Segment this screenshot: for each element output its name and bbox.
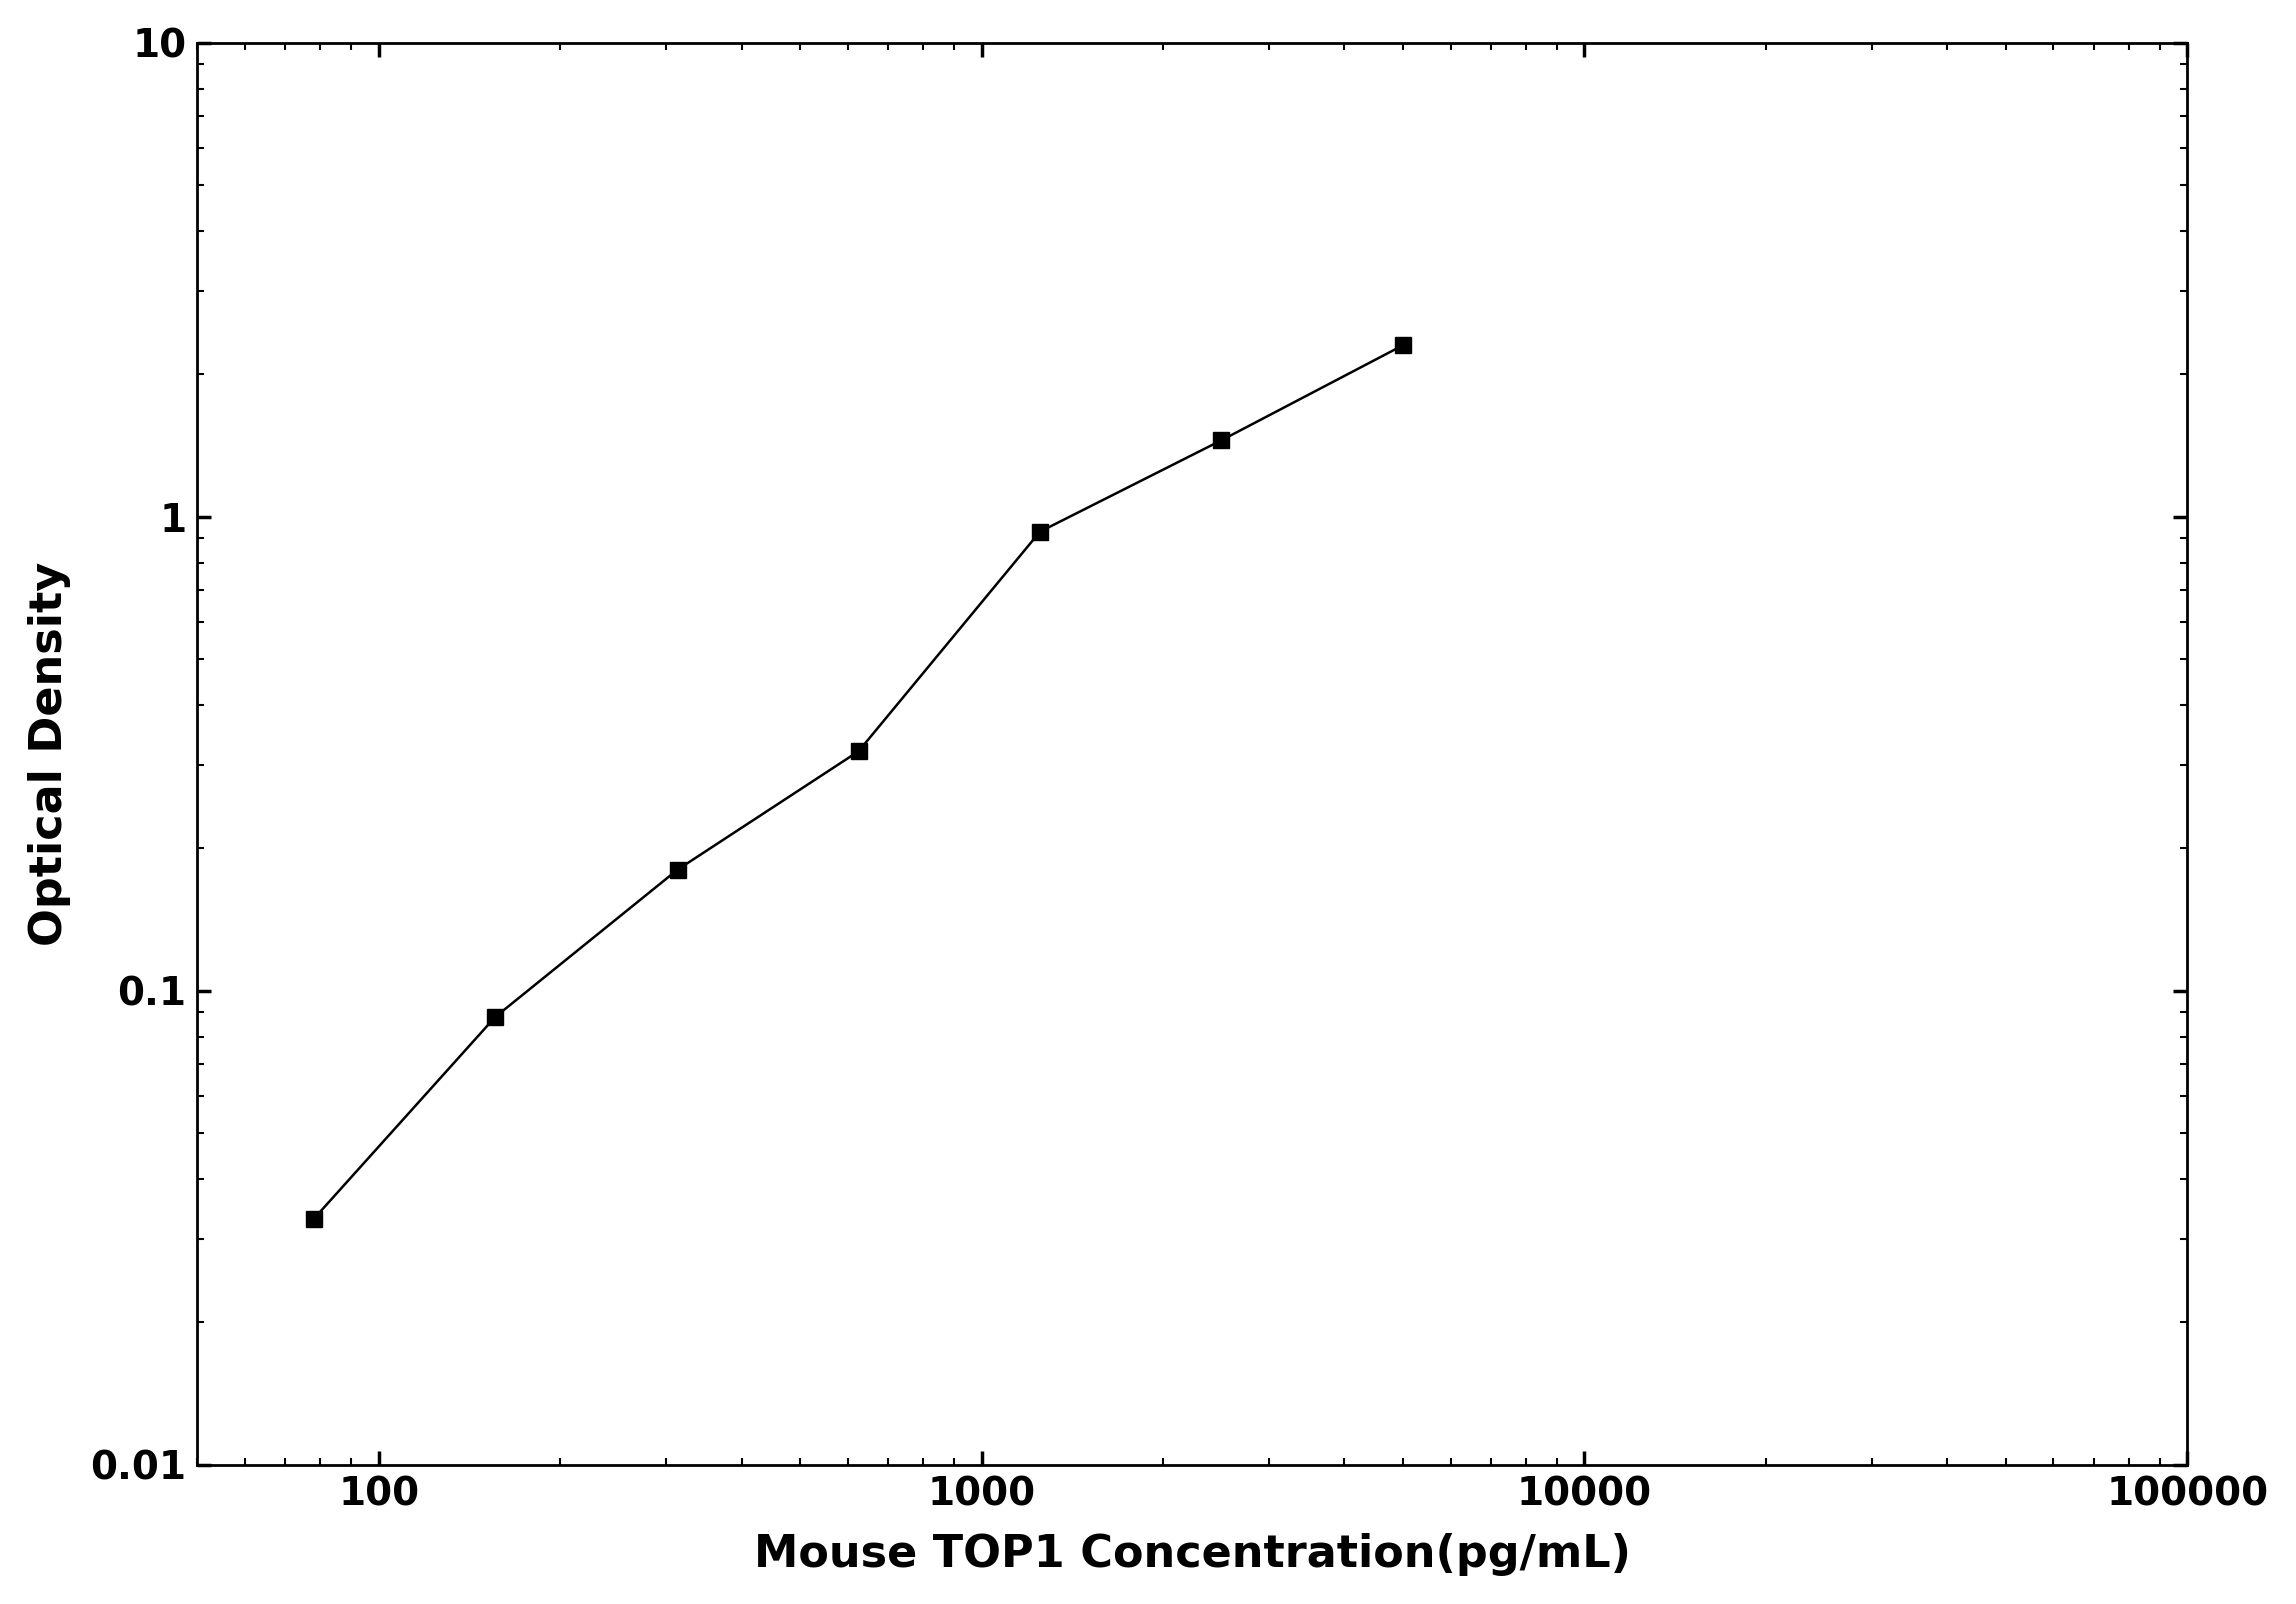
X-axis label: Mouse TOP1 Concentration(pg/mL): Mouse TOP1 Concentration(pg/mL) [753, 1533, 1630, 1577]
Y-axis label: Optical Density: Optical Density [28, 561, 71, 946]
